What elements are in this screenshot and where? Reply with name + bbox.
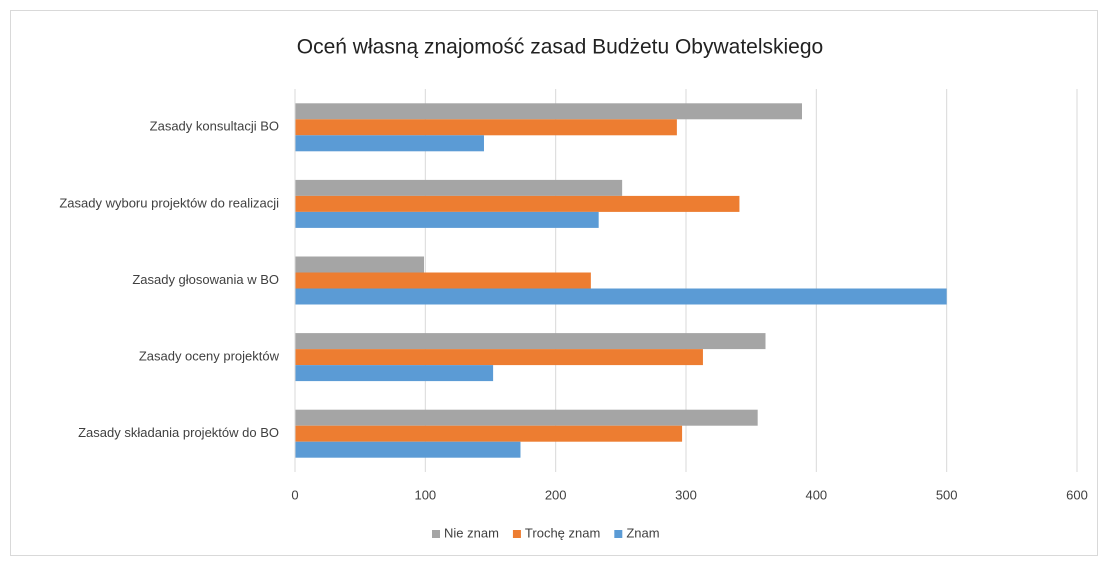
- x-tick-label: 200: [545, 487, 567, 502]
- bar: [295, 256, 425, 273]
- bar: [295, 365, 494, 382]
- bar: [295, 441, 521, 458]
- bar: [295, 272, 591, 289]
- legend-swatch: [512, 530, 521, 538]
- y-tick-label: Zasady wyboru projektów do realizacji: [59, 195, 279, 210]
- bar: [295, 288, 947, 305]
- legend-swatch: [432, 530, 440, 538]
- y-tick-label: Zasady głosowania w BO: [132, 272, 279, 287]
- bar: [295, 135, 484, 152]
- legend-label: Znam: [626, 525, 659, 540]
- y-tick-label: Zasady składania projektów do BO: [78, 425, 279, 440]
- legend-label: Trochę znam: [525, 525, 600, 540]
- bar: [295, 211, 599, 228]
- chart-title: Oceń własną znajomość zasad Budżetu Obyw…: [297, 36, 823, 59]
- bar: [295, 195, 740, 212]
- bar: [295, 425, 683, 442]
- x-tick-label: 100: [414, 487, 436, 502]
- legend-label: Nie znam: [444, 525, 499, 540]
- bar: [295, 179, 623, 196]
- x-tick-label: 600: [1066, 487, 1088, 502]
- x-tick-label: 0: [291, 487, 298, 502]
- bar: [295, 103, 802, 120]
- bar: [295, 119, 677, 136]
- legend-swatch: [614, 530, 623, 538]
- bar: [295, 333, 766, 350]
- y-tick-label: Zasady oceny projektów: [139, 349, 280, 364]
- bar: [295, 409, 758, 426]
- bar: [295, 349, 703, 366]
- x-tick-label: 500: [936, 487, 958, 502]
- x-tick-label: 400: [805, 487, 827, 502]
- y-tick-label: Zasady konsultacji BO: [150, 119, 279, 134]
- x-tick-label: 300: [675, 487, 697, 502]
